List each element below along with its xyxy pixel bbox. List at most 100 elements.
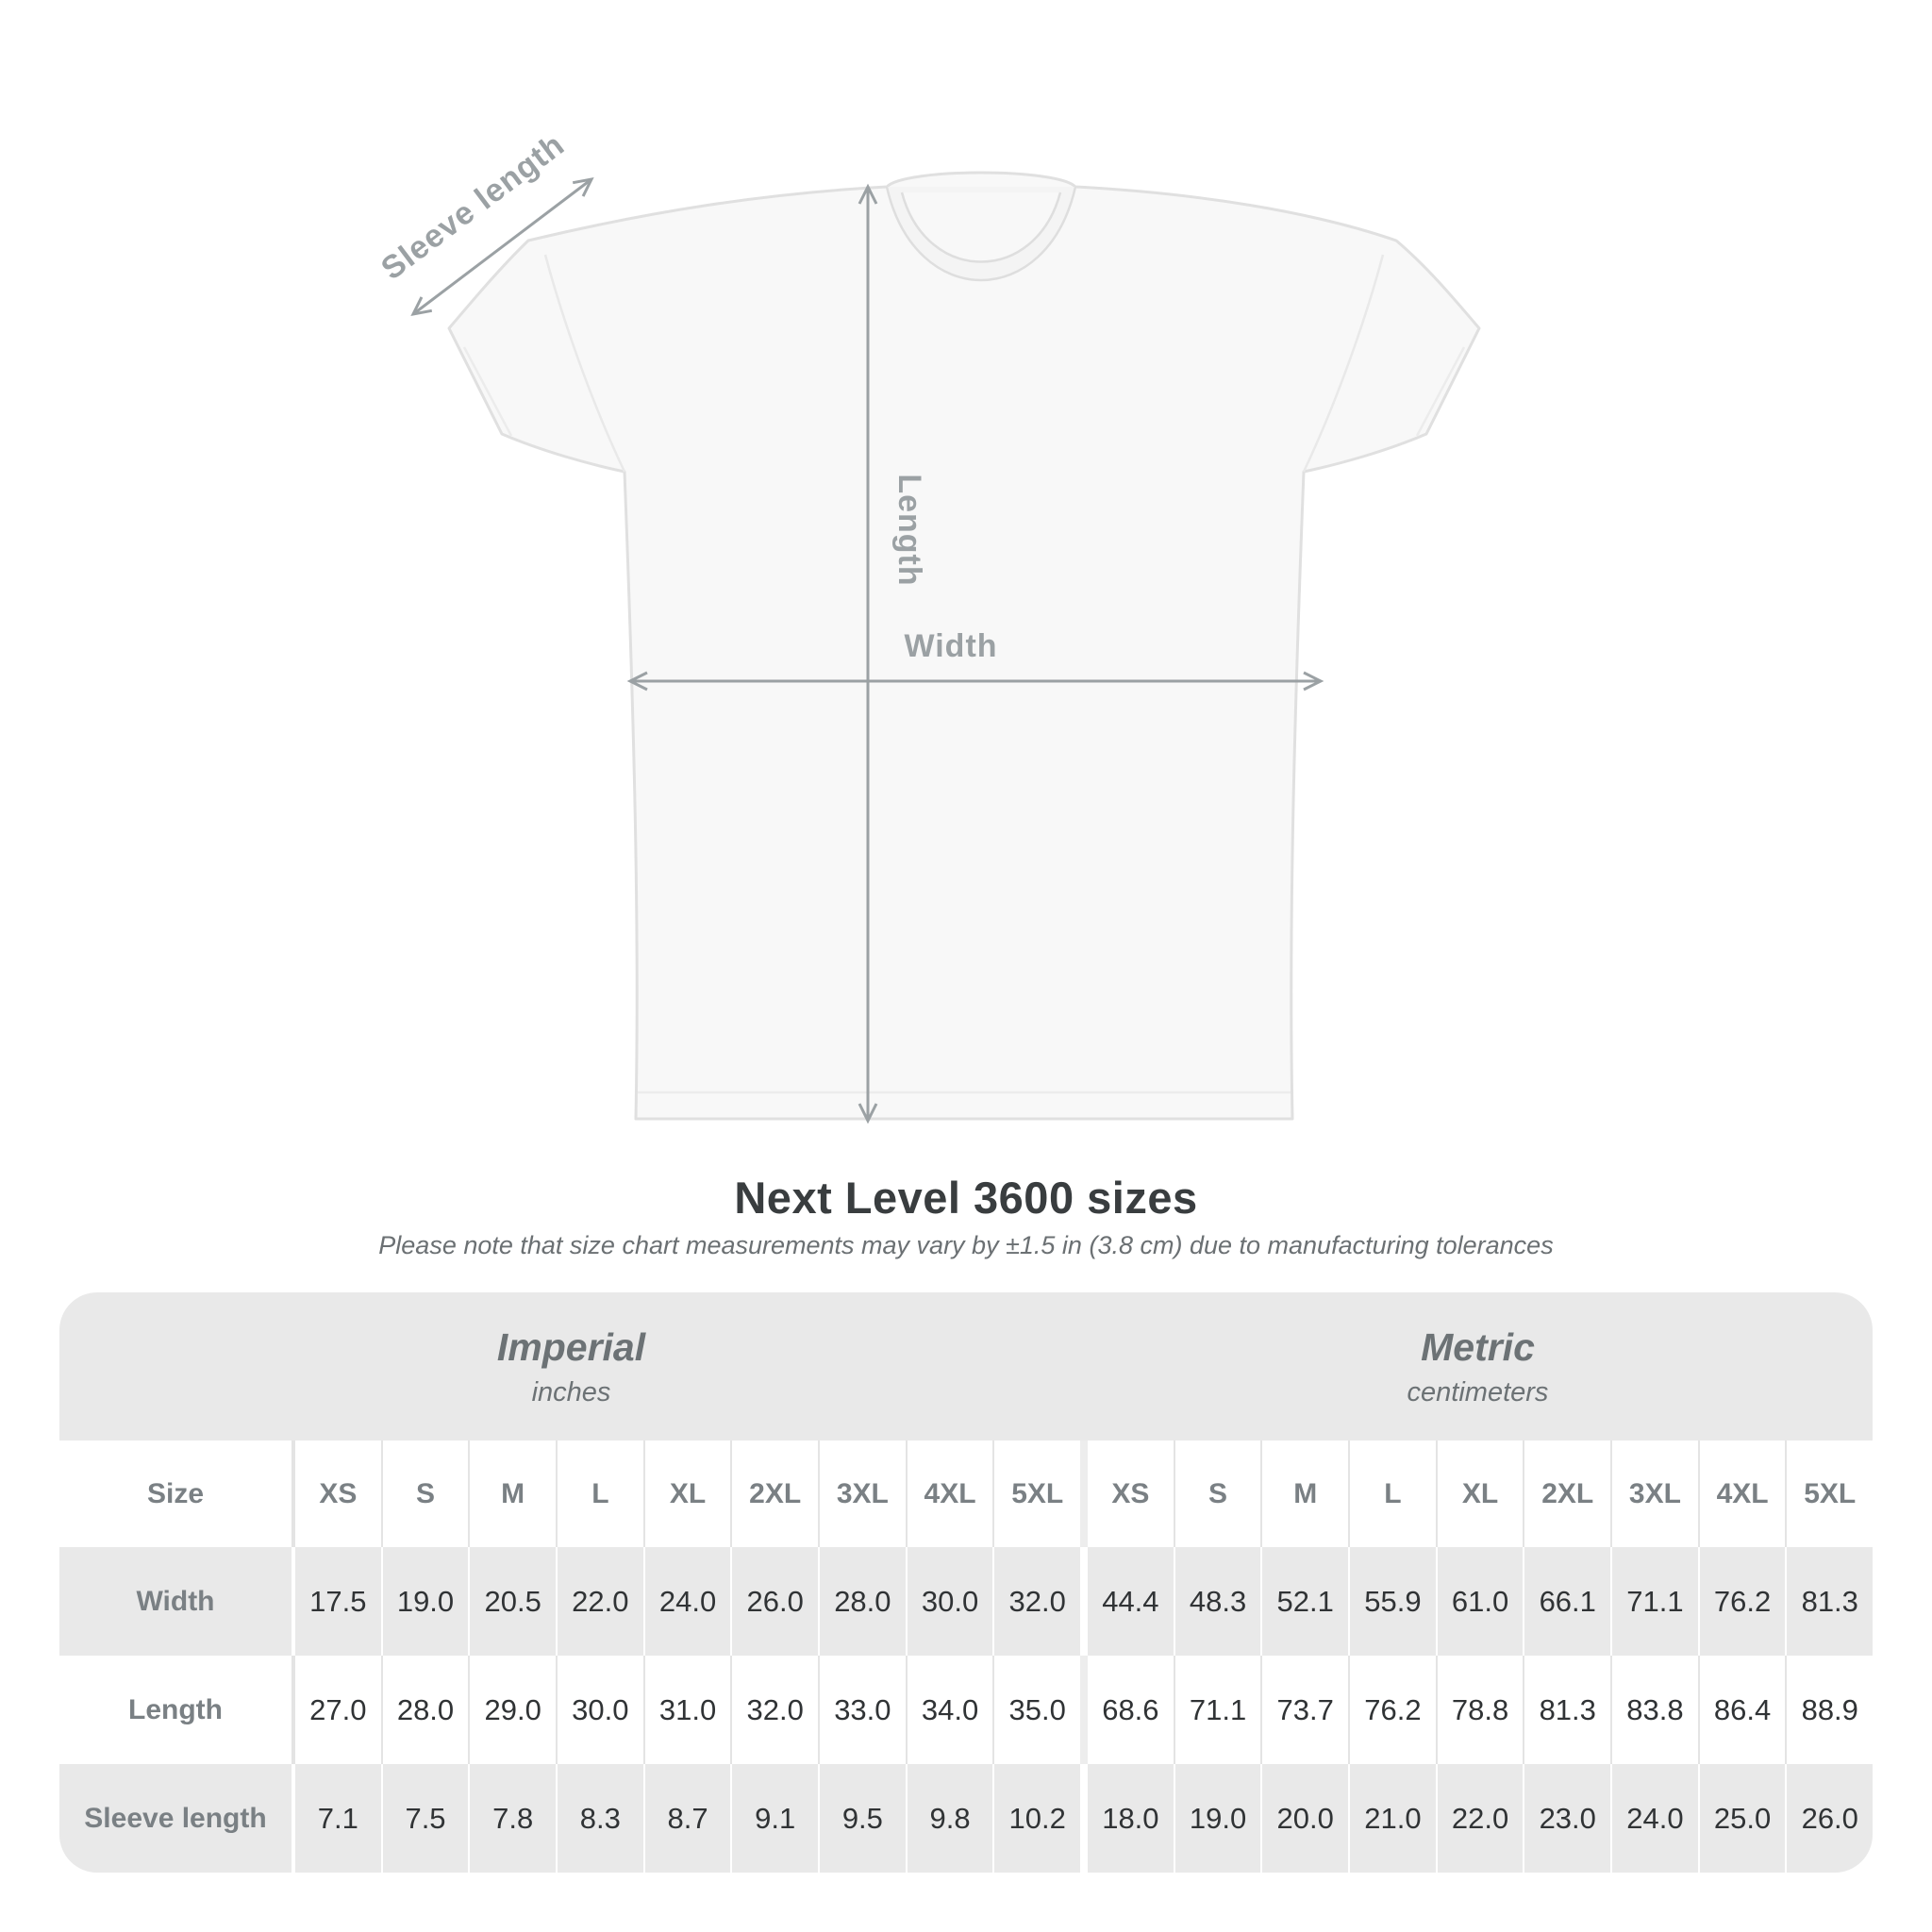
size-header-row: Size XS S M L XL 2XL 3XL 4XL 5XL XS S M … [59,1441,1873,1547]
table-cell: 18.0 [1080,1764,1174,1873]
right-sleeve-hem-seam [1415,346,1466,437]
table-cell: 35.0 [992,1656,1080,1764]
table-cell: 7.8 [468,1764,556,1873]
table-cell: 71.1 [1173,1656,1261,1764]
imperial-unit: inches [531,1376,611,1407]
table-row-sleeve-length: Sleeve length 7.1 7.5 7.8 8.3 8.7 9.1 9.… [59,1764,1873,1873]
table-cell: 86.4 [1697,1656,1786,1764]
size-table: Imperial inches Metric centimeters Size … [59,1292,1873,1873]
table-cell: 10.2 [992,1764,1080,1873]
unit-group-imperial: Imperial inches [59,1292,1083,1441]
table-cell: 81.3 [1523,1656,1610,1764]
table-cell: 19.0 [1173,1764,1261,1873]
table-cell: 9.8 [905,1764,993,1873]
col-header: 4XL [905,1441,993,1547]
unit-group-metric: Metric centimeters [1083,1292,1873,1441]
row-label: Width [136,1585,215,1617]
table-cell: 25.0 [1697,1764,1786,1873]
table-cell: 24.0 [1610,1764,1698,1873]
table-cell: 44.4 [1080,1547,1174,1656]
col-header: S [380,1441,469,1547]
table-cell: 9.5 [818,1764,906,1873]
table-cell: 29.0 [468,1656,556,1764]
imperial-label: Imperial [496,1324,646,1369]
table-cell: 52.1 [1260,1547,1348,1656]
table-cell: 20.5 [468,1547,556,1656]
col-header: 5XL [992,1441,1080,1547]
table-cell: 27.0 [291,1656,381,1764]
table-cell: 24.0 [642,1547,731,1656]
col-header: L [1348,1441,1436,1547]
col-header: S [1173,1441,1261,1547]
table-cell: 32.0 [992,1547,1080,1656]
col-header: XS [1080,1441,1174,1547]
collar-inner [900,192,1062,263]
table-cell: 55.9 [1348,1547,1436,1656]
table-cell: 73.7 [1260,1656,1348,1764]
table-cell: 31.0 [642,1656,731,1764]
right-sleeve-seam [1302,254,1385,473]
table-row-width: Width 17.5 19.0 20.5 22.0 24.0 26.0 28.0… [59,1547,1873,1656]
tolerance-note: Please note that size chart measurements… [378,1231,1554,1259]
col-header: L [556,1441,643,1547]
table-cell: 28.0 [380,1656,469,1764]
col-header: M [1260,1441,1348,1547]
table-cell: 7.1 [291,1764,381,1873]
table-cell: 61.0 [1435,1547,1524,1656]
table-cell: 30.0 [556,1656,643,1764]
table-cell: 34.0 [905,1656,993,1764]
col-header: 2XL [1523,1441,1610,1547]
table-cell: 7.5 [380,1764,469,1873]
table-cell: 68.6 [1080,1656,1174,1764]
table-cell: 20.0 [1260,1764,1348,1873]
table-cell: 8.3 [556,1764,643,1873]
table-cell: 88.9 [1785,1656,1873,1764]
table-cell: 76.2 [1348,1656,1436,1764]
col-header: XS [291,1441,381,1547]
row-label: Length [128,1693,223,1725]
table-cell: 26.0 [1785,1764,1873,1873]
col-header: 3XL [1610,1441,1698,1547]
table-cell: 23.0 [1523,1764,1610,1873]
table-cell: 28.0 [818,1547,906,1656]
col-header: 3XL [818,1441,906,1547]
page-title: Next Level 3600 sizes [734,1173,1198,1223]
table-cell: 19.0 [380,1547,469,1656]
size-column-header: Size [146,1477,205,1509]
table-cell: 76.2 [1697,1547,1786,1656]
table-cell: 81.3 [1785,1547,1873,1656]
table-cell: 33.0 [818,1656,906,1764]
table-cell: 30.0 [905,1547,993,1656]
table-cell: 22.0 [1435,1764,1524,1873]
col-header: XL [642,1441,731,1547]
table-cell: 8.7 [642,1764,731,1873]
col-header: 5XL [1785,1441,1873,1547]
col-header: 4XL [1697,1441,1786,1547]
table-row-length: Length 27.0 28.0 29.0 30.0 31.0 32.0 33.… [59,1656,1873,1764]
metric-label: Metric [1421,1324,1535,1369]
table-cell: 21.0 [1348,1764,1436,1873]
table-cell: 17.5 [291,1547,381,1656]
left-sleeve-hem-seam [462,346,513,437]
col-header: 2XL [730,1441,818,1547]
width-label: Width [904,628,997,664]
table-cell: 71.1 [1610,1547,1698,1656]
table-cell: 78.8 [1435,1656,1524,1764]
table-cell: 32.0 [730,1656,818,1764]
tshirt-measurement-diagram: Sleeve length Length Width [375,126,1481,1124]
col-header: M [468,1441,556,1547]
row-label: Sleeve length [84,1802,267,1834]
table-cell: 48.3 [1173,1547,1261,1656]
table-cell: 9.1 [730,1764,818,1873]
table-cell: 83.8 [1610,1656,1698,1764]
table-cell: 26.0 [730,1547,818,1656]
measurement-arrows [410,176,1324,1124]
unit-header-row: Imperial inches Metric centimeters [59,1292,1873,1441]
table-cell: 66.1 [1523,1547,1610,1656]
sleeve-length-arrow-icon [410,176,594,317]
tshirt-graphic [447,171,1481,1121]
col-header: XL [1435,1441,1524,1547]
metric-unit: centimeters [1407,1376,1549,1407]
table-cell: 22.0 [556,1547,643,1656]
